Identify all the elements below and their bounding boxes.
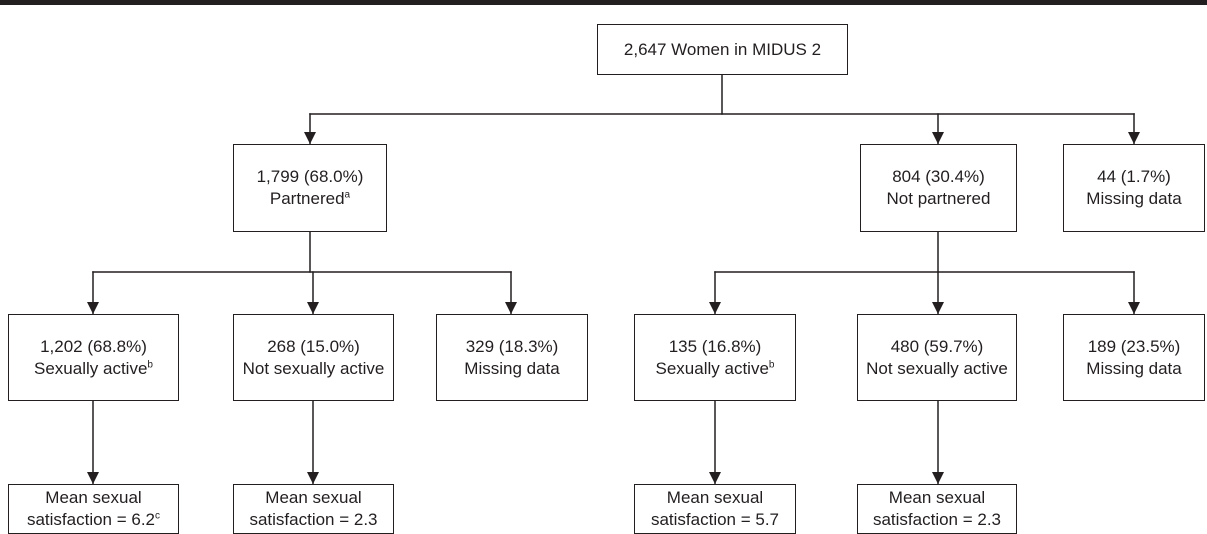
top-rule	[0, 0, 1207, 5]
node-partnered-label-line: Partnereda	[270, 188, 350, 210]
node-not-partnered-label: Not partnered	[886, 189, 991, 208]
node-not-partnered-sexually-active-count: 135 (16.8%)	[668, 336, 762, 356]
node-not-partnered-not-active-satisfaction: Mean sexual satisfaction = 2.3	[857, 484, 1017, 534]
node-partnered-active-satisfaction-line2-wrap: satisfaction = 6.2c	[27, 509, 160, 531]
node-not-partnered-active-satisfaction: Mean sexual satisfaction = 5.7	[634, 484, 796, 534]
node-partnered-not-active-satisfaction-line2: satisfaction = 2.3	[249, 510, 378, 529]
node-not-partnered-missing-data-label: Missing data	[1086, 358, 1182, 378]
footnote-marker-b: b	[147, 358, 153, 370]
node-not-partnered-not-active-satisfaction-line2: satisfaction = 2.3	[872, 510, 1002, 529]
node-partnered-not-sexually-active-count: 268 (15.0%)	[267, 336, 360, 356]
node-not-partnered-active-satisfaction-line2: satisfaction = 5.7	[650, 510, 780, 529]
node-partnered-count: 1,799 (68.0%)	[256, 167, 364, 186]
node-missing-partner-status-count: 44 (1.7%)	[1097, 167, 1171, 186]
node-not-partnered-not-active-satisfaction-line1: Mean sexual	[888, 488, 986, 507]
node-not-partnered-sexually-active: 135 (16.8%) Sexually activeb	[634, 314, 796, 401]
node-partnered-active-satisfaction: Mean sexual satisfaction = 6.2c	[8, 484, 179, 534]
node-not-partnered-active-satisfaction-line1: Mean sexual	[666, 488, 764, 507]
node-partnered-sexually-active-label-line: Sexually activeb	[34, 358, 153, 380]
node-not-partnered: 804 (30.4%) Not partnered	[860, 144, 1017, 232]
node-partnered-not-active-satisfaction-line1: Mean sexual	[265, 488, 362, 507]
node-not-partnered-sexually-active-label: Sexually active	[655, 358, 769, 378]
footnote-marker-c: c	[155, 510, 161, 522]
node-all-women-label: 2,647 Women in MIDUS 2	[623, 39, 822, 59]
node-not-partnered-not-sexually-active-count: 480 (59.7%)	[890, 336, 984, 356]
node-not-partnered-not-sexually-active-label: Not sexually active	[866, 358, 1008, 378]
node-partnered-sexually-active-count: 1,202 (68.8%)	[40, 336, 147, 356]
node-not-partnered-sexually-active-label-line: Sexually activeb	[656, 358, 775, 380]
footnote-marker-a: a	[344, 189, 351, 201]
node-partnered-not-active-satisfaction: Mean sexual satisfaction = 2.3	[233, 484, 394, 534]
footnote-marker-b: b	[768, 358, 775, 370]
node-partnered-label: Partnered	[269, 189, 345, 208]
node-partnered-not-sexually-active: 268 (15.0%) Not sexually active	[233, 314, 394, 401]
node-all-women: 2,647 Women in MIDUS 2	[597, 24, 848, 75]
node-not-partnered-missing-data: 189 (23.5%) Missing data	[1063, 314, 1205, 401]
node-not-partnered-not-sexually-active: 480 (59.7%) Not sexually active	[857, 314, 1017, 401]
node-missing-partner-status-label: Missing data	[1086, 189, 1182, 208]
node-partnered-sexually-active: 1,202 (68.8%) Sexually activeb	[8, 314, 179, 401]
node-partnered-missing-data-count: 329 (18.3%)	[465, 336, 559, 356]
node-partnered: 1,799 (68.0%) Partnereda	[233, 144, 387, 232]
node-not-partnered-missing-data-count: 189 (23.5%)	[1087, 336, 1181, 356]
node-not-partnered-count: 804 (30.4%)	[892, 167, 985, 186]
node-partnered-sexually-active-label: Sexually active	[34, 358, 148, 378]
node-partnered-not-sexually-active-label: Not sexually active	[242, 358, 385, 378]
node-missing-partner-status: 44 (1.7%) Missing data	[1063, 144, 1205, 232]
node-partnered-active-satisfaction-line1: Mean sexual	[45, 488, 142, 507]
node-partnered-missing-data-label: Missing data	[464, 358, 560, 378]
node-partnered-missing-data: 329 (18.3%) Missing data	[436, 314, 588, 401]
node-partnered-active-satisfaction-line2: satisfaction = 6.2	[26, 510, 156, 529]
